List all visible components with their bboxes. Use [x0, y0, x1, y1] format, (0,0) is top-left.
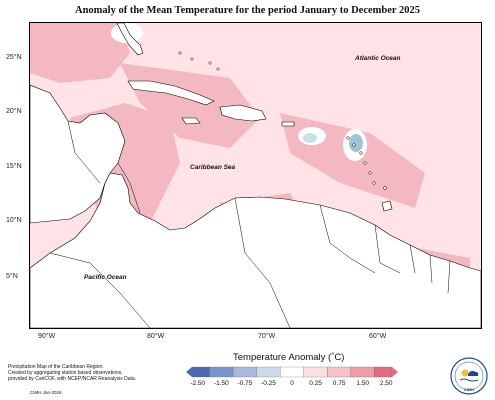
land-trinidad [381, 200, 393, 212]
colorbar-tick-label: -0.75 [237, 380, 253, 387]
lon-label-70w: 70°W [258, 333, 276, 340]
lat-label-25n: 25°N [6, 54, 22, 61]
map-panel[interactable]: Atlantic Ocean Caribbean Sea Pacific Oce… [29, 22, 482, 329]
land-hispaniola [219, 104, 267, 122]
cimh-logo [450, 357, 488, 395]
colorbar-tick-label: 0.75 [332, 380, 346, 387]
colorbar-cell-1 [209, 366, 234, 378]
cool-anomaly-lesser-antilles [349, 134, 363, 152]
credits-line-3: provided by CariCOF, with NCEP/NCAR Rean… [8, 376, 137, 382]
lat-label-20n: 20°N [6, 108, 22, 115]
land-yucatan-mexico [30, 84, 126, 224]
colorbar-tick-label: 0 [290, 380, 294, 387]
colorbar-cell-6 [327, 366, 352, 378]
credits-line-1: Precipitation Map of the Caribbean Regio… [8, 364, 104, 370]
colorbar-tick-label: 2.50 [379, 380, 393, 387]
lat-label-15n: 15°N [6, 163, 22, 170]
legend-title: Temperature Anomaly (˚C) [233, 352, 345, 363]
lon-label-60w: 60°W [369, 333, 387, 340]
anomaly-map-canvas [30, 23, 481, 328]
colorbar-cell-7 [350, 366, 375, 378]
atlantic-ocean-label: Atlantic Ocean [355, 55, 401, 62]
sun-icon [461, 369, 469, 377]
cloud-icon [468, 370, 479, 376]
colorbar-cell-4 [280, 366, 304, 378]
credits-line-2: Created by aggregating station based obs… [8, 370, 123, 376]
colorbar-cell-8 [374, 366, 393, 378]
land [30, 23, 481, 328]
colorbar-tick-label: -1.50 [213, 380, 229, 387]
logo-text: CIMH [463, 387, 475, 392]
credit-code: CIMH Jan-2026 [30, 390, 62, 395]
lesser-antilles-islands [178, 51, 387, 190]
lat-label-5n: 5°N [6, 273, 18, 280]
map-title: Anomaly of the Mean Temperature for the … [75, 5, 420, 16]
colorbar-cell-0 [191, 366, 210, 378]
land-jamaica [181, 117, 201, 125]
colorbar-arrow-right [392, 367, 398, 377]
caribbean-sea-label: Caribbean Sea [190, 164, 236, 171]
credits-block: Precipitation Map of the Caribbean Regio… [8, 364, 168, 382]
colorbar-arrow-left [186, 367, 192, 377]
land-florida [116, 23, 144, 56]
lat-label-10n: 10°N [6, 217, 22, 224]
land-cuba [127, 80, 215, 106]
lon-label-80w: 80°W [147, 333, 165, 340]
lon-label-90w: 90°W [38, 333, 56, 340]
pacific-ocean-label: Pacific Ocean [84, 274, 127, 281]
colorbar-tick-label: 0.25 [309, 380, 322, 387]
land-puerto-rico [281, 121, 295, 127]
country-borders [49, 120, 451, 328]
colorbar-cell-2 [232, 366, 257, 378]
colorbar-tick-label: -2.50 [190, 380, 206, 387]
cool-anomaly-puerto-rico [303, 133, 317, 143]
warm-anomaly-gulf [30, 23, 130, 83]
colorbar [186, 366, 398, 378]
colorbar-cell-3 [256, 366, 281, 378]
colorbar-tick-label: 1.50 [356, 380, 369, 387]
colorbar-tick-label: -0.25 [261, 380, 276, 387]
colorbar-cell-5 [303, 366, 328, 378]
